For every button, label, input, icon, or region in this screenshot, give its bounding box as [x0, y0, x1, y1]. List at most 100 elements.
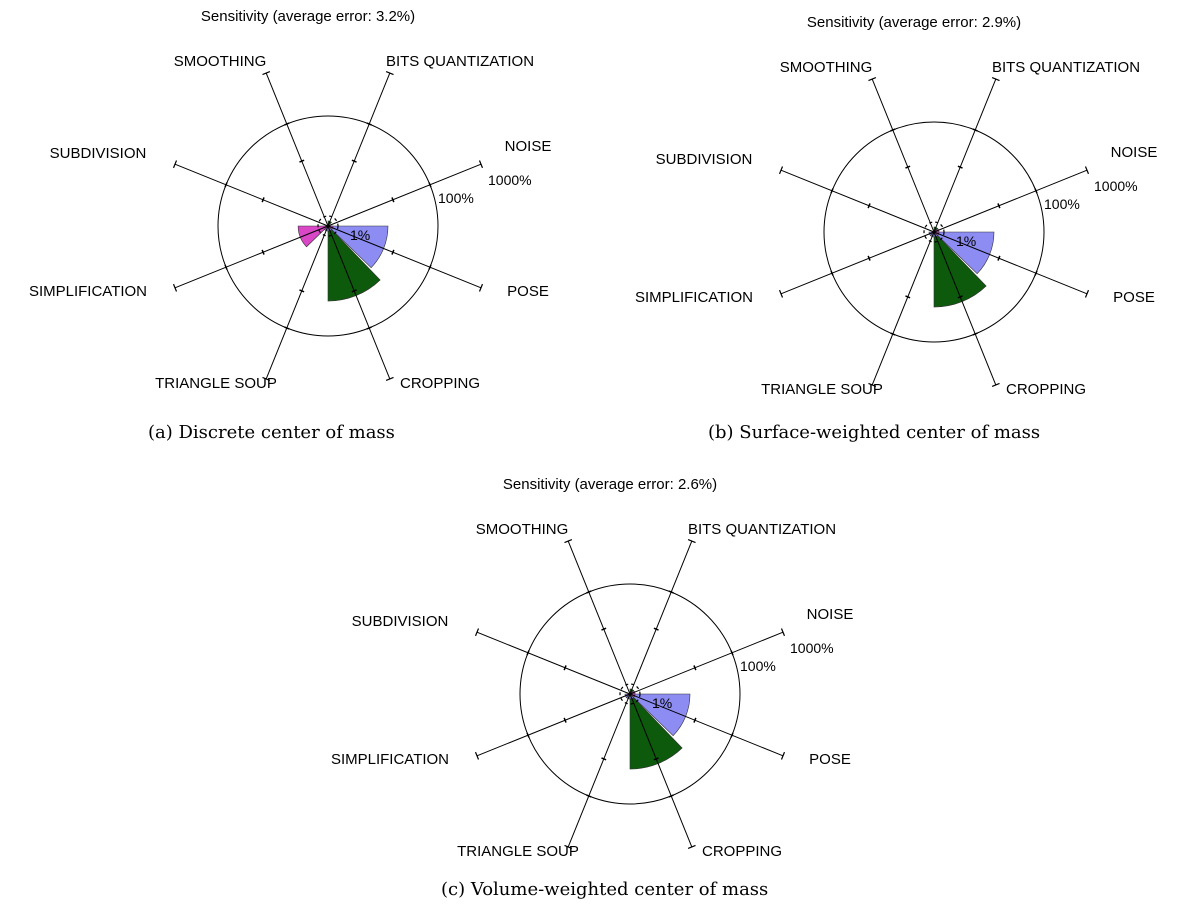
axis-line [780, 231, 935, 295]
axis-line [933, 231, 1088, 295]
chart-panel-b: Sensitivity (average error: 2.9%) NOISE PO… [600, 0, 1200, 420]
caption-b: (b) Surface-weighted center of mass [708, 422, 1041, 443]
ring-label-100: 100% [1044, 196, 1080, 212]
caption-a: (a) Discrete center of mass [148, 422, 395, 443]
ring-label-1000: 1000% [790, 640, 834, 656]
radar-chart-a: Sensitivity (average error: 3.2%) NOISE PO… [29, 8, 552, 392]
axis-label-cropping: CROPPING [702, 843, 782, 860]
axis-label-smoothing: SMOOTHING [174, 53, 267, 70]
ring-1 [619, 683, 641, 705]
axis-tick [391, 197, 395, 203]
axis-tick [391, 249, 395, 255]
axis-tick [586, 794, 592, 798]
axis-line [327, 72, 391, 227]
axis-tick [526, 650, 530, 656]
axis-tick [693, 717, 697, 723]
axis-tick [890, 128, 896, 132]
axis-tick [957, 165, 963, 169]
axis-label-cropping: CROPPING [1006, 381, 1086, 398]
axis-tick [366, 326, 372, 330]
axis-tick [693, 665, 697, 671]
axis-line [933, 78, 997, 233]
axis-tick [957, 295, 963, 299]
axis-label-simplification: SIMPLIFICATION [635, 289, 753, 306]
axis-line [174, 163, 329, 227]
axis-cap [262, 70, 271, 76]
axis-label-noise: NOISE [1111, 144, 1158, 161]
axis-tick [905, 165, 911, 169]
axis-line [327, 225, 391, 380]
axis-tick [224, 182, 228, 188]
axis-line [629, 631, 784, 695]
ring-100 [217, 115, 439, 337]
axis-tick [890, 332, 896, 336]
axis-tick [997, 255, 1001, 261]
axis-cap [991, 382, 1000, 388]
axis-line [327, 163, 482, 227]
axis-label-pose: POSE [507, 283, 549, 300]
axis-line [476, 631, 631, 695]
axis-cap [778, 289, 784, 298]
axis-cap [385, 376, 394, 382]
axis-label-noise: NOISE [505, 138, 552, 155]
axis-cap [687, 844, 696, 850]
axis-label-bits-quantization: BITS QUANTIZATION [688, 521, 836, 538]
axis-tick [428, 182, 432, 188]
axis-label-pose: POSE [809, 751, 851, 768]
ring-label-1: 1% [350, 227, 370, 243]
axis-cap [991, 76, 1000, 82]
axis-tick [261, 197, 265, 203]
axis-cap [1084, 166, 1090, 175]
axis-cap [262, 376, 271, 382]
chart-title: Sensitivity (average error: 2.9%) [807, 14, 1021, 31]
axis-label-triangle-soup: TRIANGLE SOUP [761, 381, 883, 398]
axis-tick [1034, 188, 1038, 194]
axis-label-bits-quantization: BITS QUANTIZATION [992, 59, 1140, 76]
axis-line [265, 225, 329, 380]
axis-line [567, 540, 631, 695]
axis-line [933, 169, 1088, 233]
axis-tick [601, 757, 607, 761]
axis-line [629, 693, 693, 848]
axis-tick [224, 264, 228, 270]
axis-cap [172, 160, 178, 169]
axis-tick [905, 295, 911, 299]
axis-label-noise: NOISE [807, 606, 854, 623]
axis-line [629, 693, 784, 757]
axis-cap [687, 538, 696, 544]
axis-line [933, 231, 997, 386]
ring-100 [519, 583, 741, 805]
ring-label-1: 1% [652, 695, 672, 711]
axis-cap [868, 382, 877, 388]
ring-label-1: 1% [956, 233, 976, 249]
axis-tick [428, 264, 432, 270]
axis-cap [868, 76, 877, 82]
chart-panel-c: Sensitivity (average error: 2.6%) NOISE PO… [300, 460, 900, 870]
caption-c: (c) Volume-weighted center of mass [441, 879, 769, 900]
axis-tick [563, 717, 567, 723]
axis-line [780, 169, 935, 233]
axis-tick [261, 249, 265, 255]
ring-1 [317, 215, 339, 237]
axis-tick [601, 627, 607, 631]
axis-line [629, 540, 693, 695]
axis-cap [780, 751, 786, 760]
axis-label-pose: POSE [1113, 289, 1155, 306]
axis-tick [997, 203, 1001, 209]
chart-title: Sensitivity (average error: 2.6%) [503, 476, 717, 493]
ring-100 [823, 121, 1045, 343]
axis-tick [299, 289, 305, 293]
axis-cap [778, 166, 784, 175]
axis-tick [351, 289, 357, 293]
axis-label-simplification: SIMPLIFICATION [331, 751, 449, 768]
axis-cap [780, 628, 786, 637]
axis-tick [830, 270, 834, 276]
axis-tick [586, 590, 592, 594]
axis-label-subdivision: SUBDIVISION [50, 145, 147, 162]
axis-line [871, 78, 935, 233]
ring-label-1000: 1000% [488, 172, 532, 188]
axis-label-simplification: SIMPLIFICATION [29, 283, 147, 300]
radar-chart-c: Sensitivity (average error: 2.6%) NOISE PO… [331, 476, 854, 860]
chart-panel-a: Sensitivity (average error: 3.2%) NOISE PO… [0, 0, 600, 420]
radar-chart-b: Sensitivity (average error: 2.9%) NOISE PO… [635, 14, 1158, 398]
